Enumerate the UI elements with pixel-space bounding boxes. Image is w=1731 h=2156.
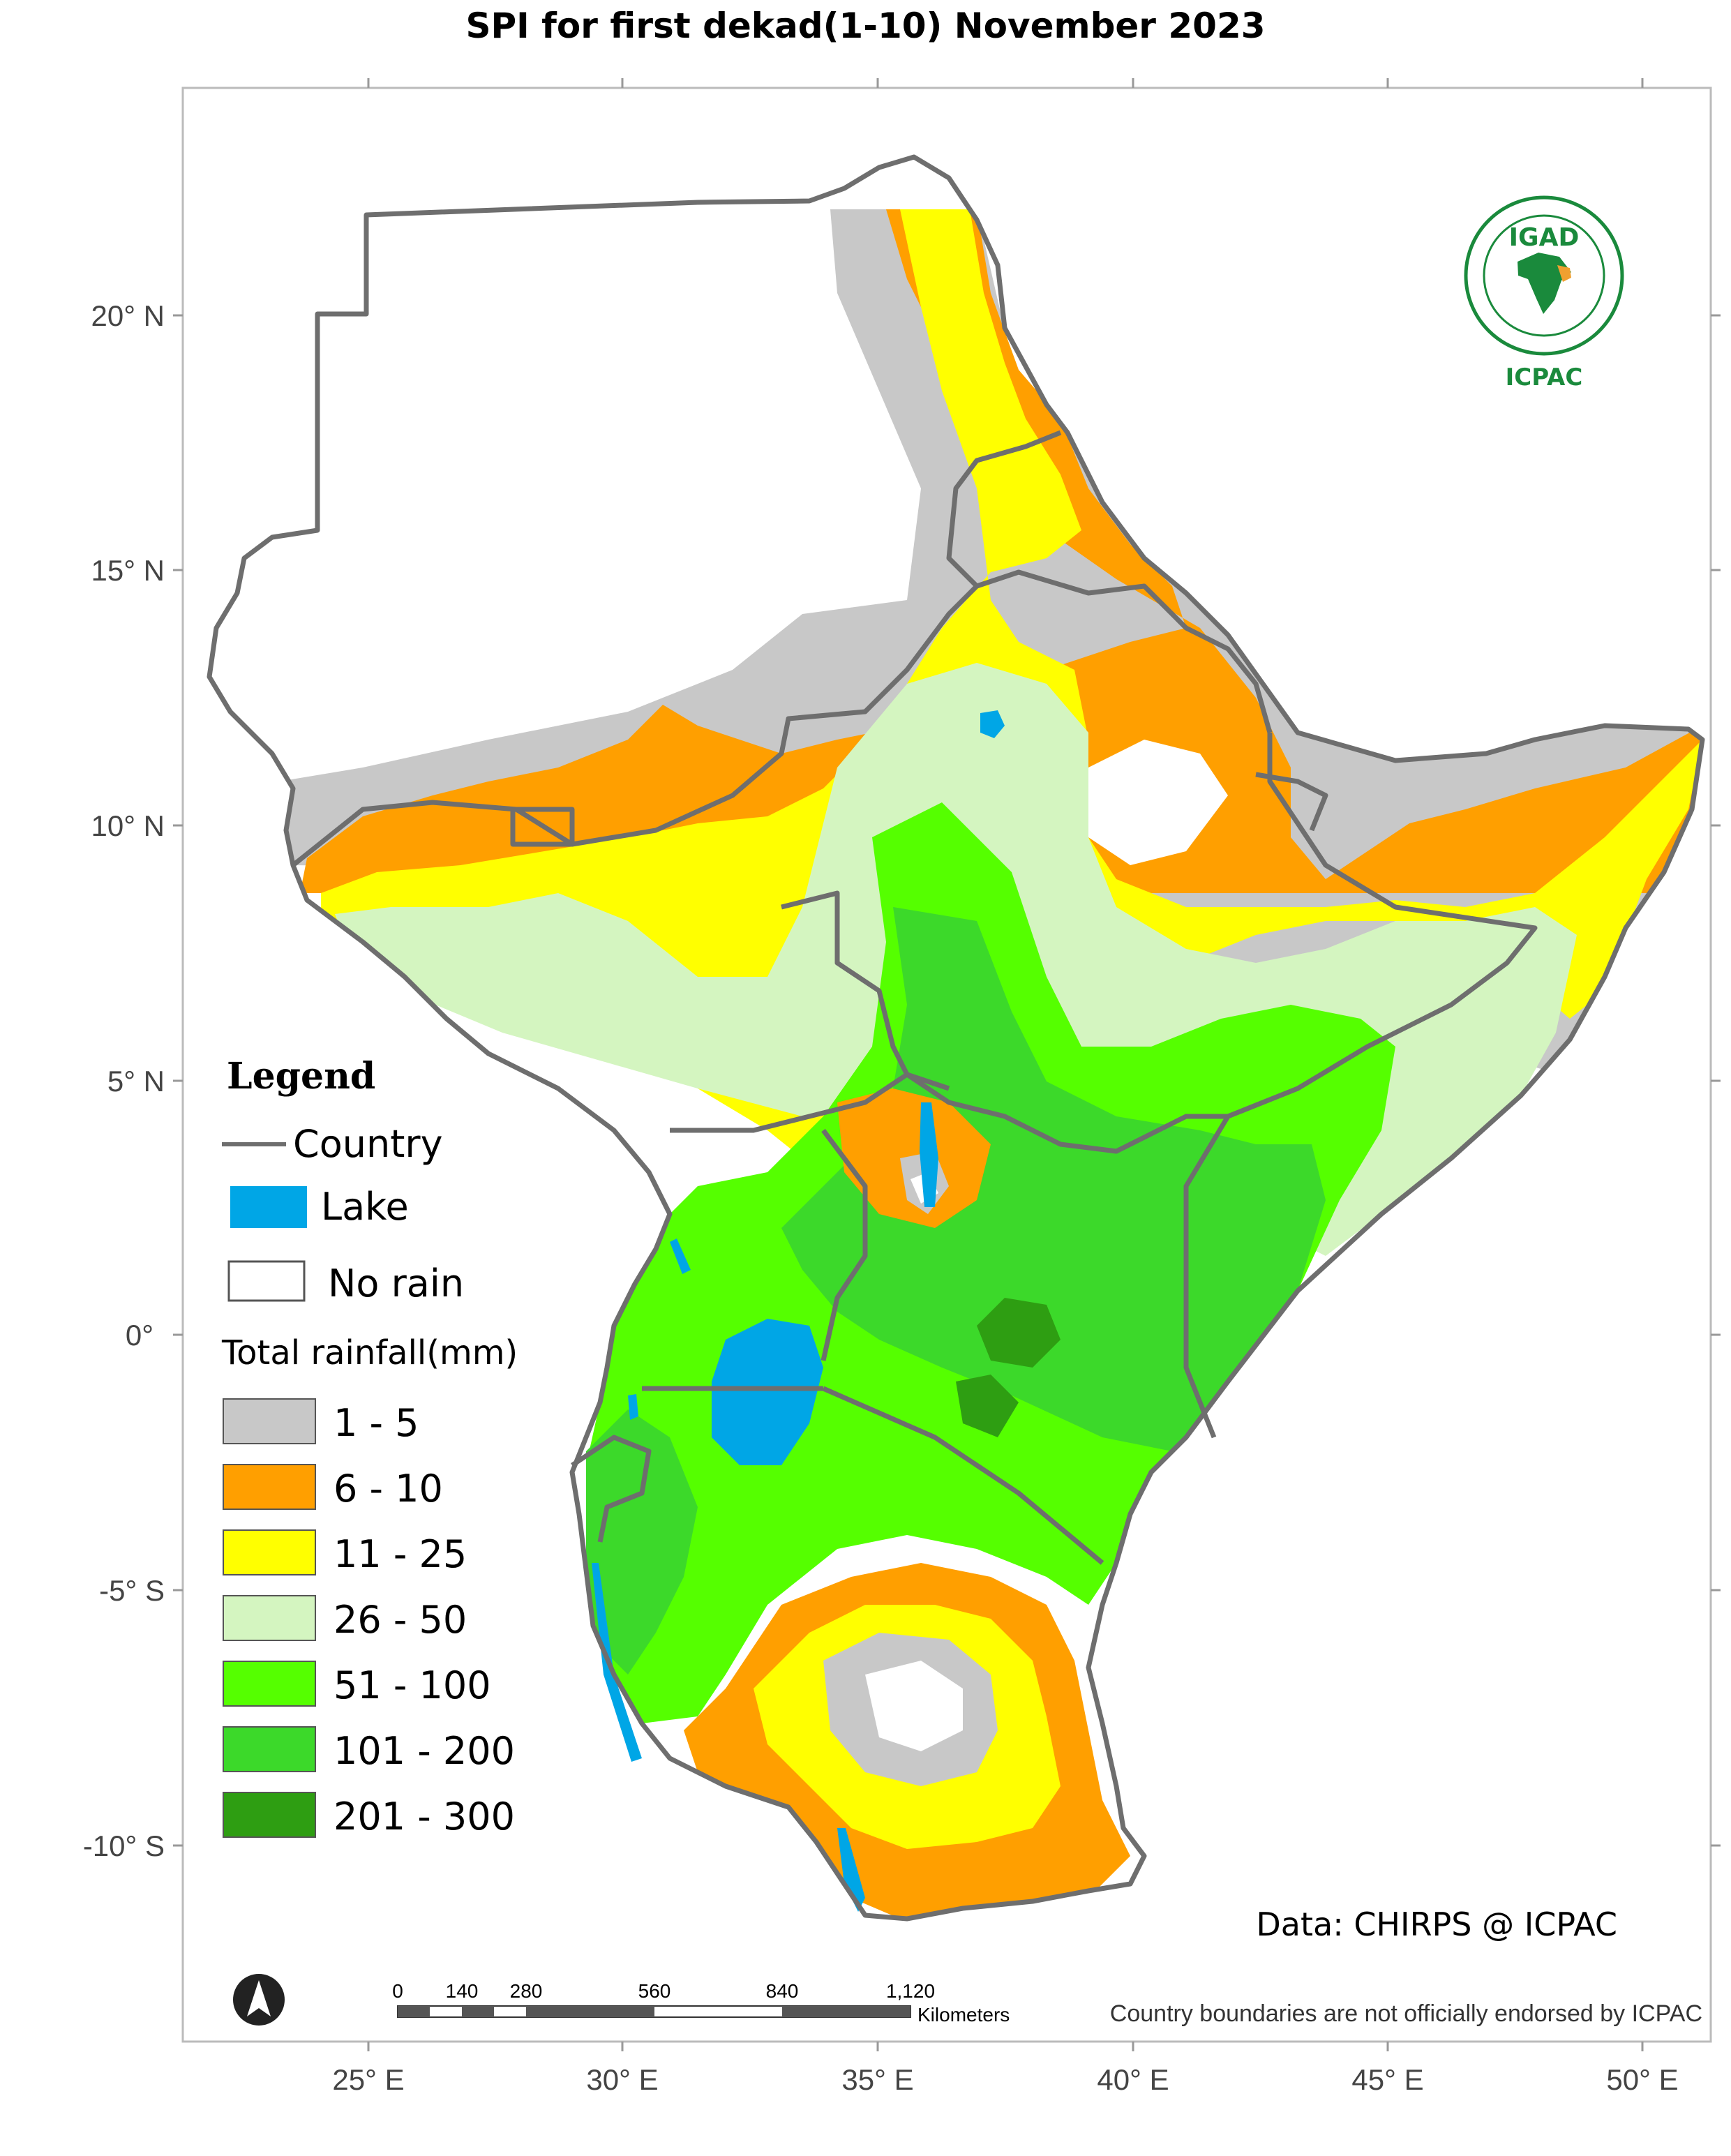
border-ethiopia-somalia [1227, 733, 1538, 1119]
north-arrow-icon [233, 1974, 285, 2026]
scale-tick-560: 560 [638, 1980, 671, 2002]
scale-bar: 0 140 280 560 840 1,120 Kilometers [392, 1980, 1010, 2026]
legend-lake-label: Lake [321, 1185, 409, 1229]
rain-class-201-300 [977, 1298, 1061, 1368]
lake-albert [670, 1238, 691, 1274]
legend-swatch-51-100 [223, 1661, 316, 1707]
outer-boundary [207, 154, 1705, 1922]
lake-kivu [628, 1394, 638, 1420]
border-uganda-kenya [820, 1128, 868, 1361]
legend-no-rain-swatch [227, 1260, 306, 1302]
legend-swatch-101-200 [223, 1726, 316, 1772]
border-eritrea [975, 569, 1273, 733]
rain-class-201-300-b [956, 1375, 1019, 1437]
lake-tana [980, 710, 1005, 738]
lon-label-40e: 40° E [1097, 2063, 1169, 2096]
no-rain-ethiopia [1088, 740, 1228, 865]
legend-class-label: 1 - 5 [334, 1401, 419, 1445]
border-kenya-tanzania [822, 1386, 1104, 1565]
lake-turkana [920, 1102, 938, 1207]
data-credit: Data: CHIRPS @ ICPAC [1256, 1906, 1617, 1943]
graticule-ticks [173, 78, 1721, 2051]
legend-class-label: 11 - 25 [334, 1532, 467, 1576]
map-frame [181, 87, 1712, 2043]
legend: Legend Country Lake No rain Total rainfa… [221, 1055, 518, 1839]
lat-label-5s: -5° S [99, 1574, 165, 1607]
lat-label-10n: 10° N [91, 809, 165, 842]
lake-victoria [712, 1319, 823, 1465]
lat-label-10s: -10° S [83, 1829, 165, 1862]
border-djibouti [1255, 772, 1328, 832]
lon-label-25e: 25° E [332, 2063, 404, 2096]
border-southsudan-uganda [670, 1072, 908, 1133]
lon-label-30e: 30° E [586, 2063, 658, 2096]
logo-bottom-text: ICPAC [1506, 364, 1583, 391]
scale-tick-0: 0 [392, 1980, 403, 2002]
legend-swatch-1-5 [223, 1398, 316, 1444]
legend-heading: Legend [227, 1055, 375, 1098]
no-rain-south [865, 1661, 963, 1751]
border-sudan-south [291, 584, 979, 867]
rain-class-101-200-west [586, 1409, 698, 1675]
longitude-labels: 25° E 30° E 35° E 40° E 45° E 50° E [332, 2063, 1678, 2096]
lakes [592, 710, 1005, 1912]
legend-swatch-201-300 [223, 1792, 316, 1838]
border-sudan-ethiopia [946, 430, 1062, 588]
lat-label-15n: 15° N [91, 554, 165, 587]
rain-class-6-10 [300, 209, 1702, 893]
lat-label-5n: 5° N [107, 1065, 165, 1098]
legend-rainfall-title: Total rainfall(mm) [221, 1333, 518, 1372]
lon-label-35e: 35° E [841, 2063, 913, 2096]
legend-lake-swatch [230, 1186, 307, 1228]
scale-tick-840: 840 [766, 1980, 799, 2002]
scale-unit: Kilometers [917, 2004, 1010, 2026]
legend-class-label: 201 - 300 [334, 1795, 515, 1839]
legend-class-label: 101 - 200 [334, 1729, 515, 1773]
scale-tick-1120: 1,120 [886, 1980, 935, 2002]
logo-africa-icon [1518, 253, 1571, 314]
latitude-labels: 20° N 15° N 10° N 5° N 0° -5° S -10° S [83, 299, 165, 1862]
legend-class-label: 51 - 100 [334, 1663, 491, 1707]
country-boundaries [207, 154, 1705, 1922]
lat-label-20n: 20° N [91, 299, 165, 332]
logo-top-text: IGAD [1509, 223, 1580, 252]
border-ethiopia-kenya [906, 1072, 1228, 1154]
legend-country-label: Country [293, 1122, 443, 1166]
logo-horn-icon [1557, 265, 1571, 282]
border-abyei [510, 807, 575, 847]
lake-tanganyika [592, 1563, 642, 1762]
lake-malawi [837, 1828, 865, 1912]
lon-label-45e: 45° E [1351, 2063, 1423, 2096]
lon-label-50e: 50° E [1606, 2063, 1678, 2096]
legend-swatch-26-50 [223, 1595, 316, 1641]
icpac-logo: IGAD ICPAC [1464, 195, 1624, 391]
map-title: SPI for first dekad(1-10) November 2023 [465, 6, 1266, 46]
rain-class-101-200 [781, 907, 1326, 1451]
legend-class-label: 26 - 50 [334, 1598, 467, 1642]
scale-tick-140: 140 [446, 1980, 479, 2002]
legend-rainfall-classes: 1 - 5 6 - 10 11 - 25 26 - 50 51 - 100 10… [223, 1398, 515, 1839]
legend-swatch-11-25 [223, 1529, 316, 1575]
border-kenya-somalia [1183, 1115, 1231, 1439]
legend-class-label: 6 - 10 [334, 1467, 443, 1511]
scale-tick-280: 280 [510, 1980, 543, 2002]
logo-ring-inner [1483, 214, 1605, 337]
lat-label-0: 0° [126, 1319, 153, 1352]
legend-no-rain-label: No rain [328, 1262, 464, 1305]
border-rwanda-burundi [571, 1435, 652, 1543]
legend-swatch-6-10 [223, 1464, 316, 1510]
disclaimer: Country boundaries are not officially en… [1110, 2000, 1702, 2027]
